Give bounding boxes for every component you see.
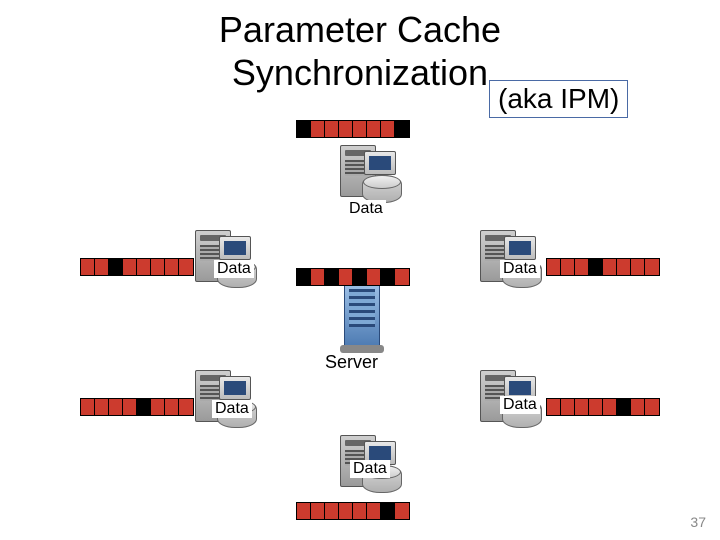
bar-cell: [381, 503, 395, 519]
title-line1: Parameter Cache: [219, 9, 501, 50]
bar-mid-left: [80, 258, 194, 276]
bar-top: [296, 120, 410, 138]
bar-cell: [339, 121, 353, 137]
page-number: 37: [690, 514, 706, 530]
bar-cell: [589, 399, 603, 415]
bar-cell: [165, 259, 179, 275]
bar-cell: [603, 399, 617, 415]
server-label: Server: [325, 352, 378, 373]
server-icon: [344, 282, 380, 350]
bar-cell: [311, 503, 325, 519]
data-label-low-right: Data: [500, 396, 540, 414]
bar-cell: [137, 399, 151, 415]
bar-mid-center: [296, 268, 410, 286]
bar-cell: [297, 269, 311, 285]
bar-cell: [367, 121, 381, 137]
bar-cell: [547, 259, 561, 275]
bar-cell: [81, 259, 95, 275]
bar-cell: [395, 269, 409, 285]
bar-cell: [631, 399, 645, 415]
bar-cell: [325, 269, 339, 285]
bar-cell: [589, 259, 603, 275]
data-label-mid-right: Data: [500, 260, 540, 278]
bar-cell: [297, 503, 311, 519]
bar-cell: [297, 121, 311, 137]
bar-cell: [353, 269, 367, 285]
bar-cell: [123, 259, 137, 275]
bar-cell: [561, 259, 575, 275]
bar-cell: [165, 399, 179, 415]
bar-cell: [381, 269, 395, 285]
bar-cell: [179, 399, 193, 415]
bar-cell: [561, 399, 575, 415]
bar-cell: [151, 399, 165, 415]
bar-cell: [81, 399, 95, 415]
bar-cell: [137, 259, 151, 275]
bar-cell: [381, 121, 395, 137]
bar-cell: [95, 259, 109, 275]
bar-cell: [367, 503, 381, 519]
bar-cell: [151, 259, 165, 275]
data-label-low-left: Data: [212, 400, 252, 418]
data-label-bottom: Data: [350, 460, 390, 478]
bar-cell: [547, 399, 561, 415]
bar-mid-right: [546, 258, 660, 276]
bar-cell: [109, 259, 123, 275]
bar-cell: [339, 503, 353, 519]
bar-cell: [617, 259, 631, 275]
bar-cell: [645, 259, 659, 275]
bar-cell: [123, 399, 137, 415]
bar-cell: [311, 269, 325, 285]
data-label-top: Data: [346, 200, 386, 218]
aka-label: (aka IPM): [489, 80, 628, 118]
bar-cell: [575, 399, 589, 415]
bar-low-right: [546, 398, 660, 416]
bar-cell: [617, 399, 631, 415]
data-label-mid-left: Data: [214, 260, 254, 278]
bar-cell: [353, 503, 367, 519]
bar-cell: [367, 269, 381, 285]
bar-cell: [631, 259, 645, 275]
bar-cell: [395, 121, 409, 137]
bar-bottom: [296, 502, 410, 520]
bar-cell: [575, 259, 589, 275]
bar-cell: [311, 121, 325, 137]
bar-cell: [325, 503, 339, 519]
bar-cell: [645, 399, 659, 415]
bar-cell: [325, 121, 339, 137]
bar-cell: [339, 269, 353, 285]
bar-cell: [603, 259, 617, 275]
bar-cell: [95, 399, 109, 415]
bar-cell: [395, 503, 409, 519]
bar-cell: [179, 259, 193, 275]
bar-cell: [353, 121, 367, 137]
bar-low-left: [80, 398, 194, 416]
bar-cell: [109, 399, 123, 415]
title-line2: Synchronization: [232, 52, 488, 93]
